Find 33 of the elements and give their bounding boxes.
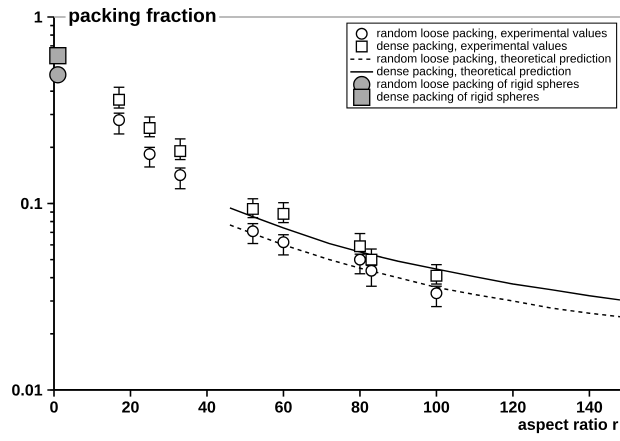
legend-label: random loose packing, experimental values — [377, 28, 607, 40]
point — [113, 94, 126, 106]
legend-label: dense packing of rigid spheres — [377, 92, 539, 104]
point — [49, 47, 66, 64]
point — [430, 270, 442, 282]
x-tick-label: 80 — [352, 401, 368, 413]
y-axis-title: packing fraction — [70, 8, 216, 26]
x-tick-label: 60 — [275, 401, 292, 413]
x-tick-label: 0 — [50, 401, 58, 413]
legend-label: dense packing, theoretical prediction — [377, 66, 570, 78]
x-tick-label: 140 — [577, 401, 602, 413]
point — [144, 122, 156, 134]
point — [277, 208, 290, 220]
line-series — [229, 224, 620, 318]
x-tick-label: 120 — [500, 401, 526, 413]
legend-label: random loose packing of rigid spheres — [377, 79, 579, 90]
legend-label: dense packing, experimental values — [377, 41, 567, 52]
y-tick-label: 0.01 — [12, 384, 42, 396]
x-axis-title: aspect ratio r — [518, 418, 618, 434]
point — [49, 66, 66, 84]
point — [174, 145, 186, 158]
point — [365, 254, 378, 266]
x-tick-label: 100 — [424, 401, 450, 413]
y-tick-label: 0.1 — [21, 198, 42, 210]
point — [354, 254, 366, 266]
point — [365, 264, 378, 277]
y-tick-label: 1 — [34, 12, 42, 22]
legend-label: random loose packing, theoretical prediction — [377, 54, 610, 66]
point — [354, 240, 366, 252]
line-series — [229, 207, 620, 301]
x-tick-label: 20 — [122, 401, 139, 413]
x-tick-label: 40 — [198, 401, 216, 413]
point — [246, 202, 259, 215]
